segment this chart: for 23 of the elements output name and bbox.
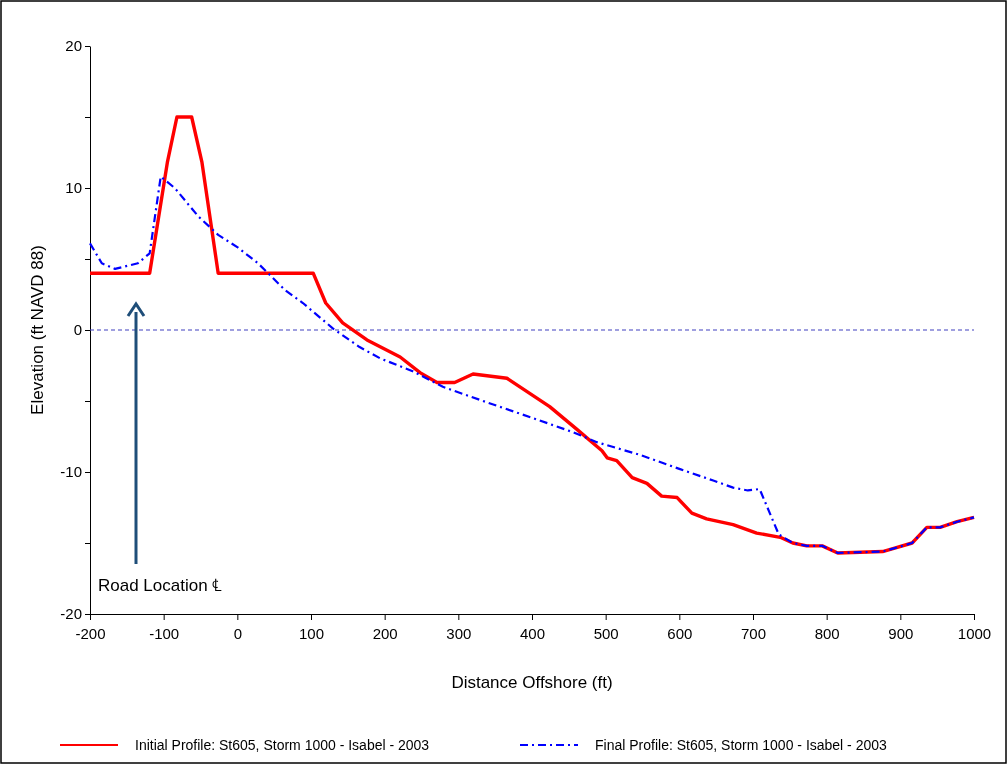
y-tick-label: -10: [60, 463, 82, 481]
x-axis-title: Distance Offshore (ft): [451, 673, 613, 692]
x-tick-label: -200: [75, 624, 106, 642]
x-tick-label: 300: [446, 624, 472, 642]
y-tick-label: -20: [60, 605, 82, 623]
y-tick-label: 0: [73, 321, 82, 339]
x-tick-label: 800: [814, 624, 840, 642]
x-tick-label: 400: [519, 624, 546, 642]
y-axis-title: Elevation (ft NAVD 88): [28, 245, 47, 415]
legend-label: Final Profile: St605, Storm 1000 - Isabel - 2003: [595, 737, 888, 753]
x-tick-label: 200: [372, 624, 398, 642]
x-tick-label: 900: [888, 624, 914, 642]
x-tick-label: 0: [233, 624, 243, 642]
x-tick-label: 100: [298, 624, 325, 642]
x-tick-label: 600: [667, 624, 693, 642]
y-tick-label: 20: [65, 37, 82, 55]
x-tick-label: -100: [149, 624, 180, 642]
x-tick-label: 500: [593, 624, 619, 642]
x-tick-label: 1000: [957, 624, 992, 642]
annotation: Road Location ℄: [98, 576, 223, 595]
legend-label: Initial Profile: St605, Storm 1000 - Isabel - 2003: [135, 737, 430, 753]
y-tick-label: 10: [65, 179, 82, 197]
x-tick-label: 700: [740, 624, 767, 642]
